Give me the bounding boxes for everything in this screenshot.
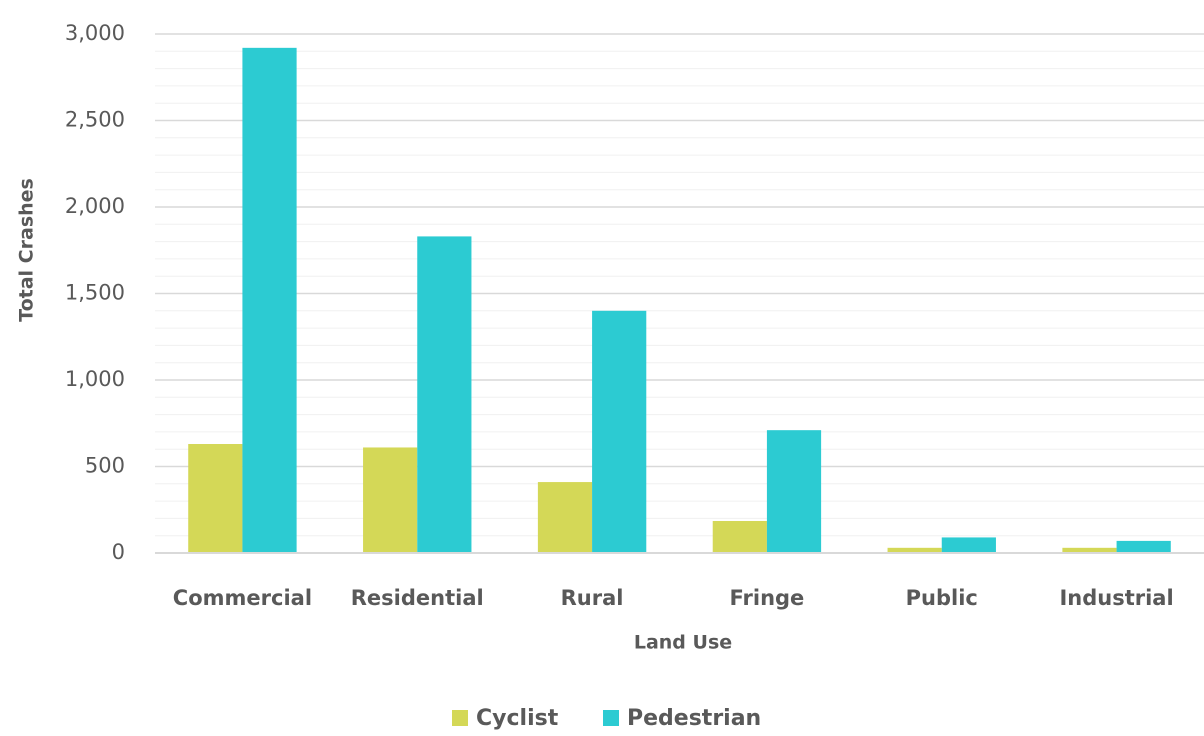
bar [766, 430, 822, 553]
bar [592, 310, 647, 553]
legend-label: Pedestrian [627, 706, 761, 731]
bar [537, 482, 593, 553]
bar [363, 447, 418, 553]
x-tick-label: Commercial [173, 586, 312, 610]
y-tick-label: 1,000 [65, 367, 125, 391]
x-tick-label: Rural [561, 586, 624, 610]
bar [1062, 547, 1117, 553]
bar [1116, 540, 1171, 553]
x-axis-title: Land Use [634, 632, 732, 654]
y-tick-label: 3,000 [65, 21, 125, 45]
bar [712, 520, 767, 553]
y-axis-title: Total Crashes [16, 178, 38, 322]
bar [188, 444, 243, 553]
y-tick-label: 1,500 [65, 281, 125, 305]
bar [887, 547, 942, 553]
x-tick-label: Fringe [730, 586, 805, 610]
bar [417, 236, 472, 553]
y-tick-label: 2,000 [65, 194, 125, 218]
x-tick-label: Residential [351, 586, 484, 610]
y-tick-label: 0 [112, 540, 125, 564]
legend-label: Cyclist [476, 706, 559, 731]
x-tick-label: Public [906, 586, 978, 610]
legend-swatch [452, 710, 468, 726]
bar [242, 47, 297, 554]
y-tick-label: 500 [85, 454, 125, 478]
bar [941, 537, 996, 553]
x-tick-label: Industrial [1059, 586, 1173, 610]
legend-swatch [603, 710, 619, 726]
y-tick-label: 2,500 [65, 108, 125, 132]
